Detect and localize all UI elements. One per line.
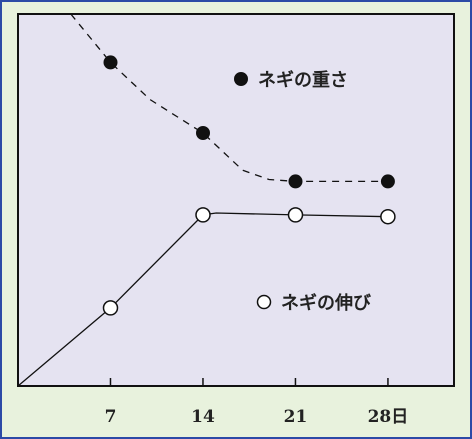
x-tick-label-4: 28日	[368, 407, 409, 427]
legend-marker-2	[256, 294, 272, 310]
legend-marker-1	[234, 72, 248, 86]
data-point-s2-4	[380, 208, 396, 225]
data-point-s1-1	[103, 55, 118, 70]
x-tick-label-1: 7	[105, 407, 117, 427]
series-line-1	[70, 13, 388, 183]
data-point-s2-3	[287, 207, 304, 223]
data-point-s1-3	[288, 174, 303, 189]
series-layer	[17, 13, 396, 387]
data-point-s1-4	[380, 174, 395, 189]
x-axis-ticks: 7 14 21 28日	[105, 378, 409, 427]
x-tick-label-2: 14	[191, 407, 215, 427]
data-point-s1-2	[196, 126, 210, 140]
data-point-s2-1	[102, 300, 119, 316]
legend-label-2: ネギの伸び	[281, 292, 372, 314]
x-tick-label-3: 21	[284, 407, 308, 427]
legend-label-1: ネギの重さ	[258, 69, 348, 91]
data-point-s2-2	[195, 207, 211, 223]
